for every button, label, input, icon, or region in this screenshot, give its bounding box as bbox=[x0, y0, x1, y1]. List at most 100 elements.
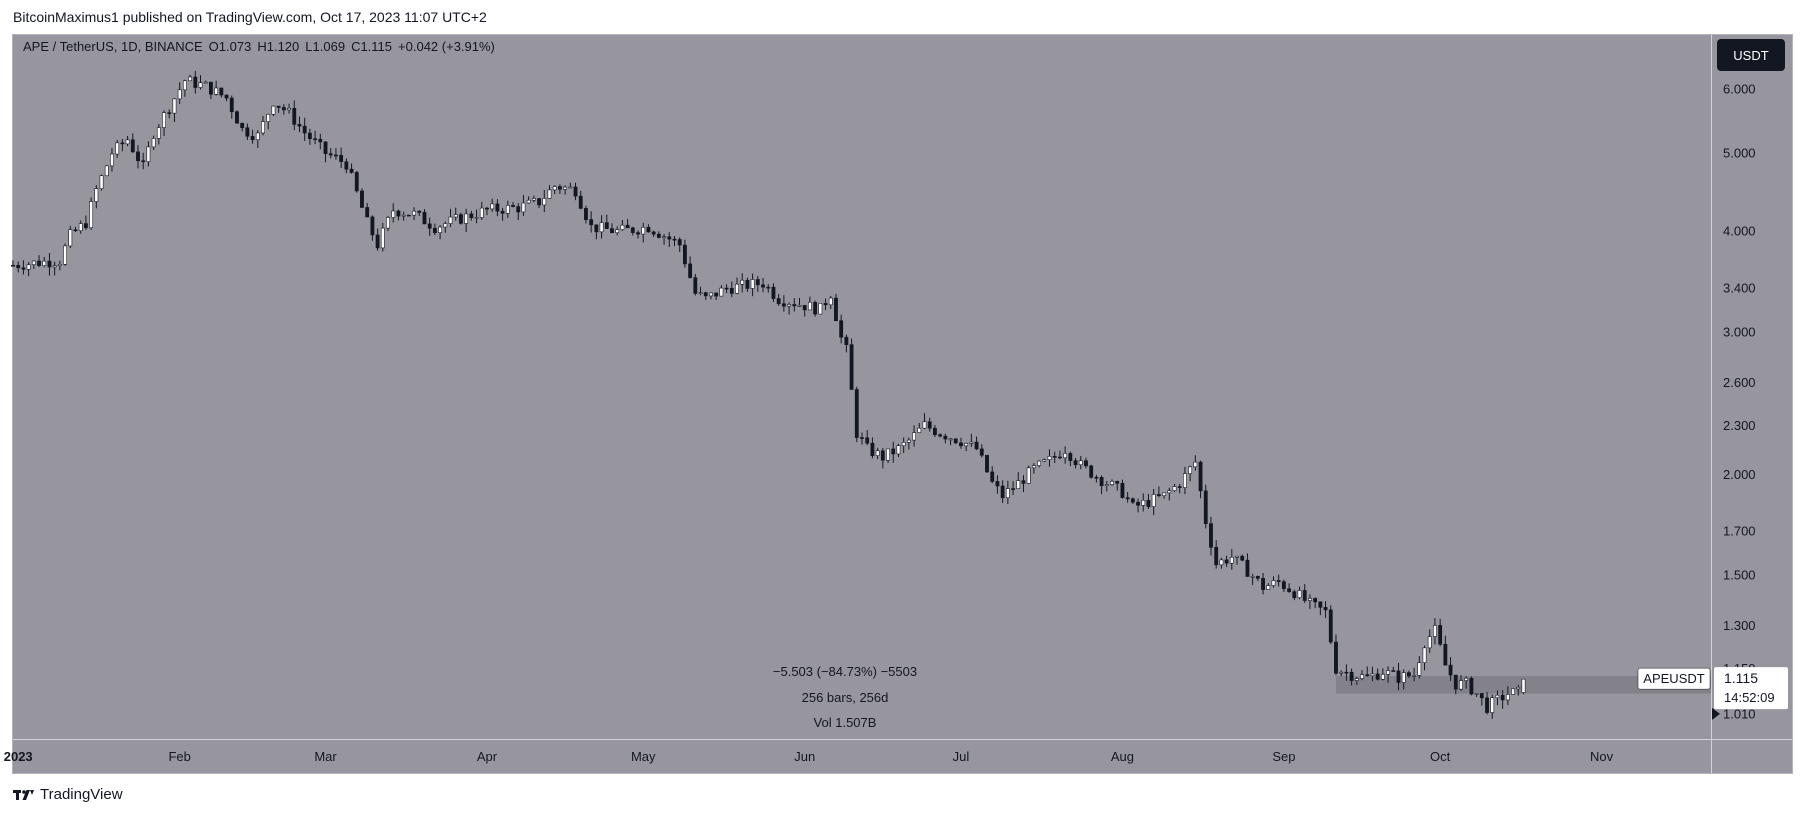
candle-body bbox=[1339, 671, 1344, 674]
measure-bars: 256 bars, 256d bbox=[802, 690, 889, 705]
candle-body bbox=[542, 198, 547, 206]
candle-body bbox=[656, 233, 661, 238]
candle-body bbox=[599, 222, 604, 233]
candle-body bbox=[922, 421, 927, 429]
candle-body bbox=[677, 239, 682, 246]
candle-body bbox=[193, 76, 198, 88]
plot-area[interactable] bbox=[13, 35, 1711, 739]
candle-body bbox=[250, 135, 255, 141]
candle-body bbox=[693, 277, 698, 294]
candle-body bbox=[787, 304, 791, 307]
candle-body bbox=[1073, 460, 1078, 466]
candle-body bbox=[1115, 481, 1120, 484]
candle-body bbox=[1021, 480, 1026, 484]
candle-body bbox=[198, 82, 203, 88]
tradingview-logo-icon bbox=[13, 789, 34, 800]
candle-body bbox=[563, 186, 568, 190]
chart-frame bbox=[12, 34, 1793, 774]
candle-body bbox=[266, 114, 271, 122]
candle-body bbox=[516, 206, 521, 213]
candle-body bbox=[323, 141, 328, 155]
candle-body bbox=[432, 227, 437, 233]
candle-body bbox=[203, 81, 208, 84]
candle-body bbox=[386, 217, 390, 229]
y-tick-label: 1.010 bbox=[1723, 706, 1756, 721]
candle-body bbox=[1360, 674, 1364, 679]
candle-body bbox=[755, 279, 760, 286]
candle-body bbox=[584, 208, 588, 220]
legend-o-value: 1.073 bbox=[219, 39, 252, 54]
candle-body bbox=[245, 127, 250, 137]
candle-body bbox=[1354, 678, 1359, 681]
candle-body bbox=[151, 138, 156, 148]
candle-body bbox=[714, 292, 719, 297]
candle-body bbox=[438, 226, 443, 233]
candle-body bbox=[214, 87, 219, 95]
candle-body bbox=[735, 283, 739, 294]
candle-body bbox=[1099, 477, 1104, 487]
tradingview-logo[interactable]: TradingView bbox=[13, 786, 123, 803]
legend-c-label: C bbox=[351, 39, 360, 54]
candle-body bbox=[854, 389, 859, 438]
x-tick-label: Mar bbox=[314, 749, 337, 764]
candle-body bbox=[766, 286, 771, 289]
candle-body bbox=[412, 210, 416, 216]
candle-body bbox=[224, 94, 229, 99]
time-axis[interactable] bbox=[13, 739, 1792, 773]
legend-h-label: H bbox=[257, 39, 266, 54]
candle-body bbox=[1511, 688, 1515, 695]
candle-body bbox=[99, 175, 104, 189]
currency-button[interactable] bbox=[1717, 39, 1785, 71]
candle-body bbox=[156, 127, 161, 139]
candle-body bbox=[255, 132, 260, 141]
x-tick-label: Aug bbox=[1111, 749, 1134, 764]
candle-body bbox=[969, 441, 974, 444]
x-tick-label: Jul bbox=[953, 749, 970, 764]
candle-body bbox=[917, 427, 922, 433]
y-tick-label: 3.000 bbox=[1723, 325, 1756, 340]
candle-body bbox=[615, 229, 620, 233]
candle-body bbox=[776, 298, 781, 305]
candle-body bbox=[1401, 672, 1406, 683]
candle-body bbox=[724, 287, 729, 290]
candle-body bbox=[547, 189, 552, 199]
candle-body bbox=[1271, 580, 1276, 586]
candle-body bbox=[495, 203, 500, 212]
candle-body bbox=[417, 210, 422, 213]
y-tick-label: 4.000 bbox=[1723, 224, 1756, 239]
candle-body bbox=[849, 344, 854, 390]
legend-symbol: APE / TetherUS, 1D, BINANCE bbox=[23, 39, 203, 54]
candle-body bbox=[141, 160, 146, 163]
candle-body bbox=[943, 435, 948, 440]
x-tick-label: May bbox=[631, 749, 656, 764]
candle-body bbox=[1438, 625, 1443, 645]
legend-l-label: L bbox=[305, 39, 312, 54]
candle-body bbox=[94, 188, 99, 202]
candle-body bbox=[68, 229, 73, 247]
candle-body bbox=[1474, 693, 1479, 695]
candle-body bbox=[1469, 677, 1474, 695]
y-tick-label: 2.000 bbox=[1723, 467, 1756, 482]
candle-body bbox=[490, 203, 495, 210]
price-axis[interactable] bbox=[1711, 35, 1792, 739]
candle-body bbox=[1261, 578, 1265, 590]
candle-body bbox=[328, 153, 333, 156]
legend-change: +0.042 (+3.91%) bbox=[398, 39, 495, 54]
candle-body bbox=[1214, 547, 1219, 566]
candle-body bbox=[880, 450, 885, 461]
candle-body bbox=[1448, 664, 1453, 676]
candle-body bbox=[469, 213, 474, 219]
candle-body bbox=[271, 105, 276, 115]
candle-body bbox=[110, 153, 114, 167]
candle-body bbox=[1042, 459, 1047, 462]
candle-body bbox=[927, 421, 932, 429]
candle-body bbox=[63, 245, 68, 265]
candle-body bbox=[646, 227, 651, 233]
candle-body bbox=[1130, 498, 1135, 503]
candle-body bbox=[84, 223, 88, 229]
candle-body bbox=[1209, 523, 1213, 548]
y-tick-label: 5.000 bbox=[1723, 145, 1756, 160]
measure-volume: Vol 1.507B bbox=[814, 715, 877, 730]
candle-body bbox=[1058, 456, 1062, 459]
